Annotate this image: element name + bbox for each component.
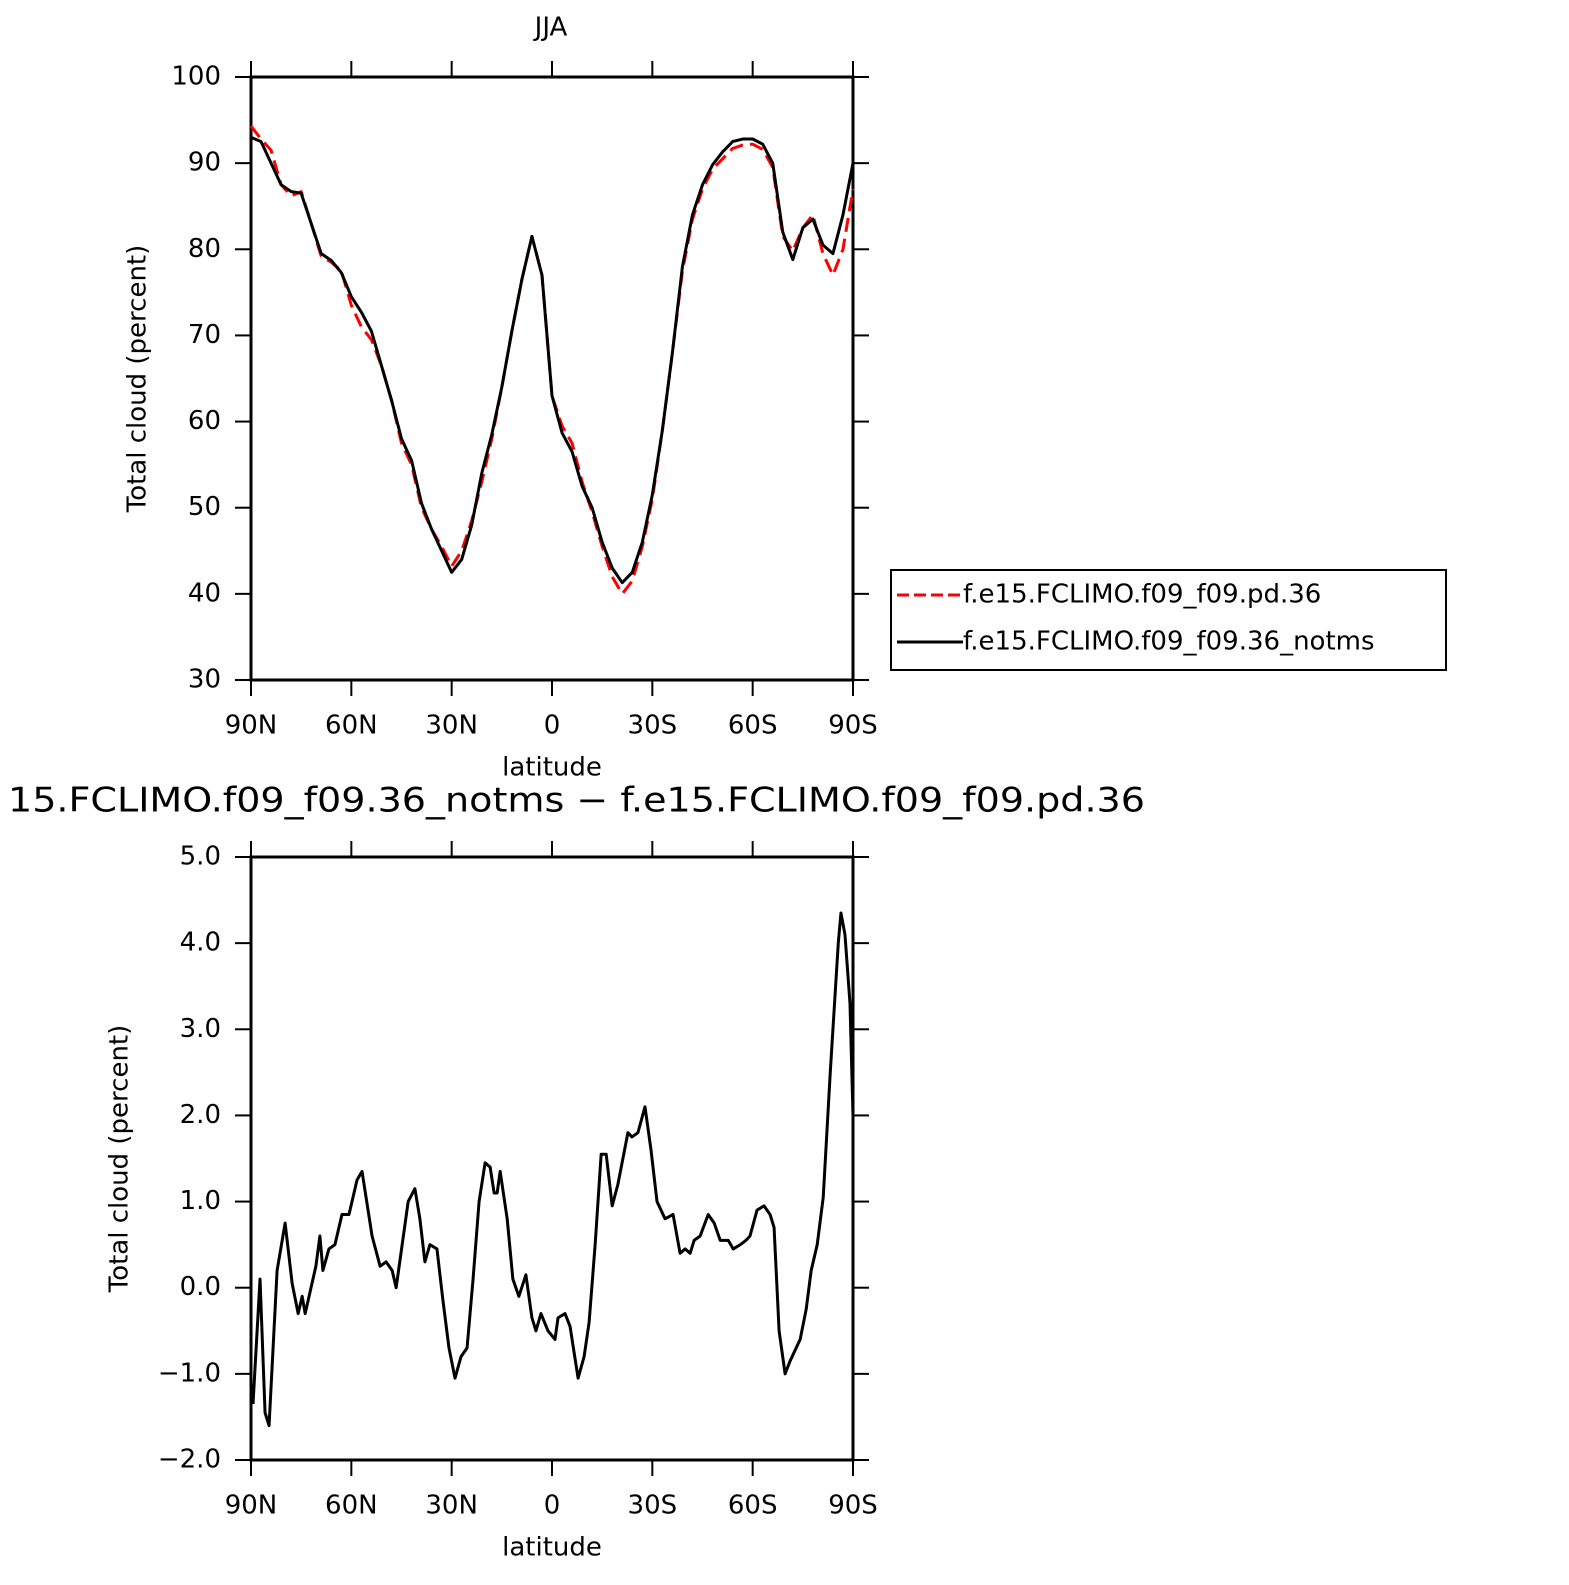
legend-label: f.e15.FCLIMO.f09_f09.36_notms	[963, 627, 1375, 657]
y-tick-label: 30	[188, 665, 221, 695]
y-tick-label: 1.0	[180, 1186, 221, 1216]
x-tick-label: 30S	[628, 1491, 678, 1521]
x-tick-label: 90N	[225, 1491, 278, 1521]
y-tick-label: 40	[188, 578, 221, 608]
x-tick-label: 90N	[225, 711, 278, 741]
x-tick-label: 0	[544, 711, 561, 741]
legend-box	[890, 569, 1447, 671]
x-tick-label: 30N	[425, 711, 478, 741]
y-axis-label: Total cloud (percent)	[123, 245, 153, 514]
x-axis-label: latitude	[502, 753, 602, 783]
y-tick-label: −2.0	[158, 1445, 221, 1475]
x-tick-label: 30N	[425, 1491, 478, 1521]
data-line	[250, 135, 855, 585]
data-line	[249, 125, 855, 596]
data-line	[251, 911, 855, 1428]
y-tick-label: 0.0	[180, 1272, 221, 1302]
x-tick-label: 90S	[828, 1491, 878, 1521]
y-tick-label: 2.0	[180, 1100, 221, 1130]
x-tick-label: 30S	[628, 711, 678, 741]
y-tick-label: 50	[188, 492, 221, 522]
x-tick-label: 60N	[325, 1491, 378, 1521]
x-tick-label: 60N	[325, 711, 378, 741]
x-tick-label: 90S	[828, 711, 878, 741]
chart-title: 15.FCLIMO.f09_f09.36_notms − f.e15.FCLIM…	[8, 781, 1145, 821]
y-tick-label: 100	[171, 62, 221, 92]
y-tick-label: 90	[188, 148, 221, 178]
x-axis-label: latitude	[502, 1533, 602, 1563]
x-tick-label: 0	[544, 1491, 561, 1521]
chart-title: JJA	[533, 13, 568, 43]
x-tick-label: 60S	[728, 1491, 778, 1521]
y-tick-label: 70	[188, 320, 221, 350]
y-tick-label: −1.0	[158, 1358, 221, 1388]
x-tick-label: 60S	[728, 711, 778, 741]
y-tick-label: 4.0	[180, 928, 221, 958]
y-tick-label: 5.0	[180, 842, 221, 872]
y-tick-label: 80	[188, 234, 221, 264]
plot-frame	[249, 855, 855, 1462]
y-axis-label: Total cloud (percent)	[105, 1025, 135, 1294]
y-tick-label: 3.0	[180, 1014, 221, 1044]
y-tick-label: 60	[188, 406, 221, 436]
legend-label: f.e15.FCLIMO.f09_f09.pd.36	[963, 580, 1321, 610]
